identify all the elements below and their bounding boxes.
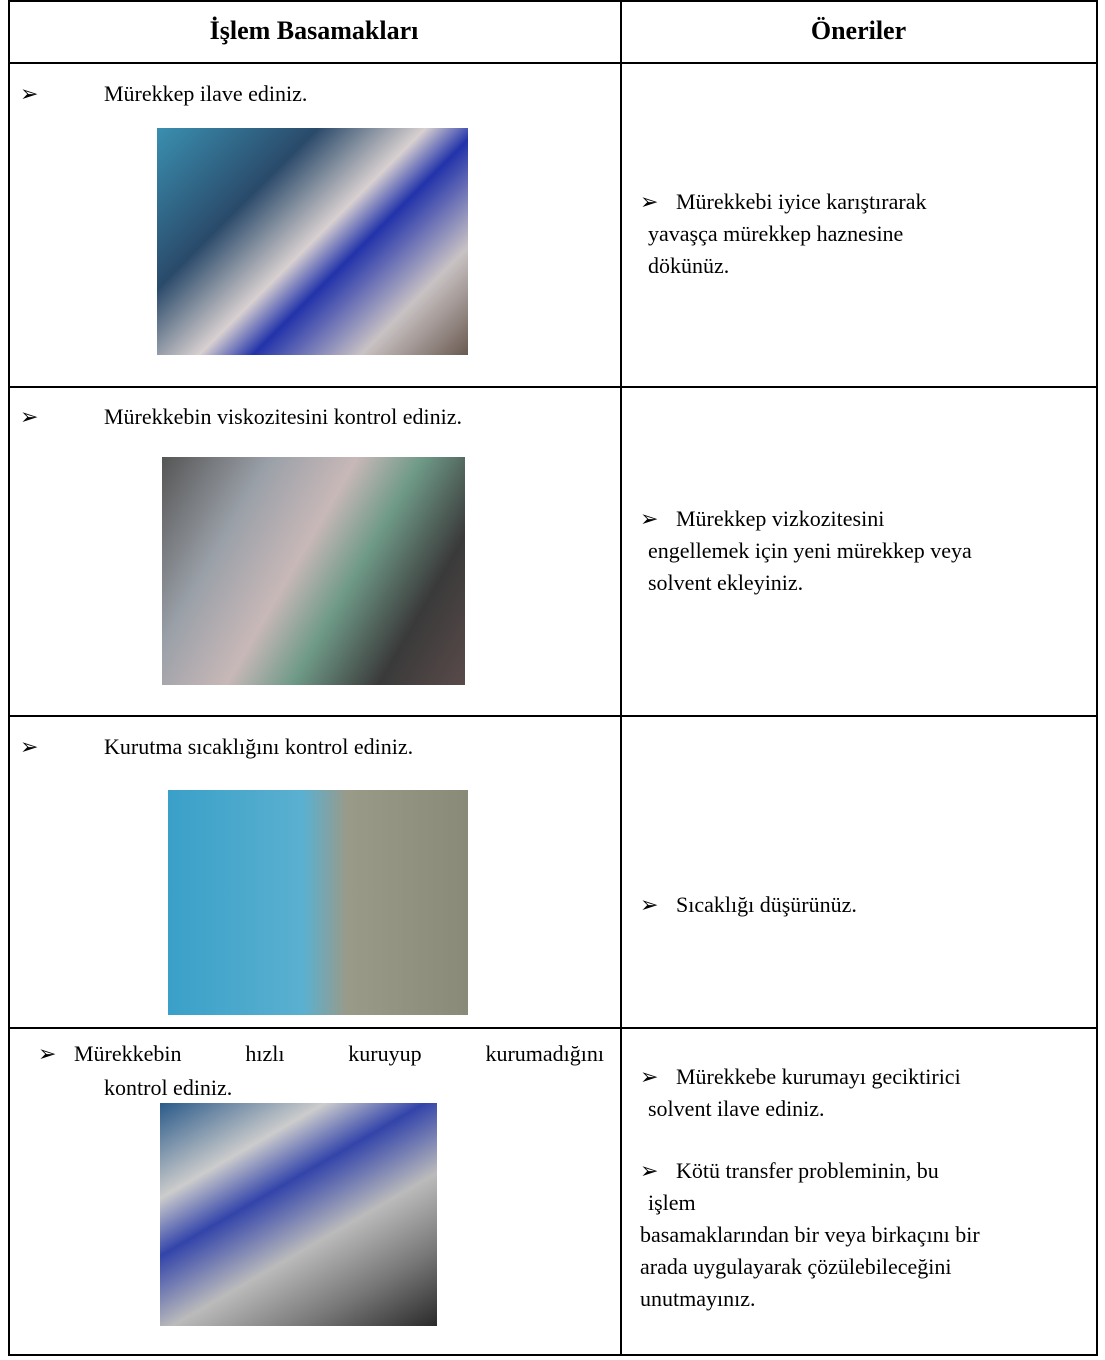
rule [620, 0, 622, 1356]
tip-text: Sıcaklığı düşürünüz. [676, 892, 857, 917]
tip-text: Mürekkebi iyice karıştırarak [676, 189, 927, 214]
step-text: Mürekkebin hızlı kuruyup kurumadığını [74, 1041, 604, 1066]
tip-text: Kötü transfer probleminin, bu [676, 1158, 939, 1183]
step-text: kontrol ediniz. [104, 1075, 233, 1100]
rule [8, 1027, 1098, 1029]
tip-text: arada uygulayarak çözülebileceğini [640, 1254, 952, 1279]
tip-text: dökünüz. [648, 253, 730, 278]
step-text: Mürekkep ilave ediniz. [104, 81, 308, 106]
tip-text: Mürekkep vizkozitesini [676, 506, 885, 531]
bullet: ➢ [640, 892, 659, 917]
bullet: ➢ [38, 1041, 57, 1066]
rule [8, 1354, 1098, 1356]
tip-text: unutmayınız. [640, 1286, 756, 1311]
step-text: Kurutma sıcaklığını kontrol ediniz. [104, 734, 414, 759]
bullet: ➢ [20, 404, 39, 429]
header-cell: İşlem Basamakları [209, 16, 419, 45]
bullet: ➢ [640, 506, 659, 531]
bullet: ➢ [640, 1064, 659, 1089]
step-text: Mürekkebin viskozitesini kontrol ediniz. [104, 404, 463, 429]
photo [157, 128, 468, 355]
rule [8, 0, 10, 1356]
tip-text: solvent ilave ediniz. [648, 1096, 825, 1121]
photo [168, 790, 468, 1015]
bullet: ➢ [640, 189, 659, 214]
tip-text: engellemek için yeni mürekkep veya [648, 538, 972, 563]
photo [162, 457, 465, 685]
bullet: ➢ [20, 81, 39, 106]
bullet: ➢ [640, 1158, 659, 1183]
rule [8, 386, 1098, 388]
bullet: ➢ [20, 734, 39, 759]
rule [8, 62, 1098, 64]
rule [8, 715, 1098, 717]
rule [8, 0, 1098, 2]
tip-text: işlem [648, 1190, 696, 1215]
tip-text: Mürekkebe kurumayı geciktirici [676, 1064, 961, 1089]
header-cell: Öneriler [810, 16, 907, 45]
rule [1096, 0, 1098, 1356]
tip-text: solvent ekleyiniz. [648, 570, 804, 595]
tip-text: yavaşça mürekkep haznesine [648, 221, 904, 246]
photo [160, 1103, 437, 1326]
tip-text: basamaklarından bir veya birkaçını bir [640, 1222, 980, 1247]
